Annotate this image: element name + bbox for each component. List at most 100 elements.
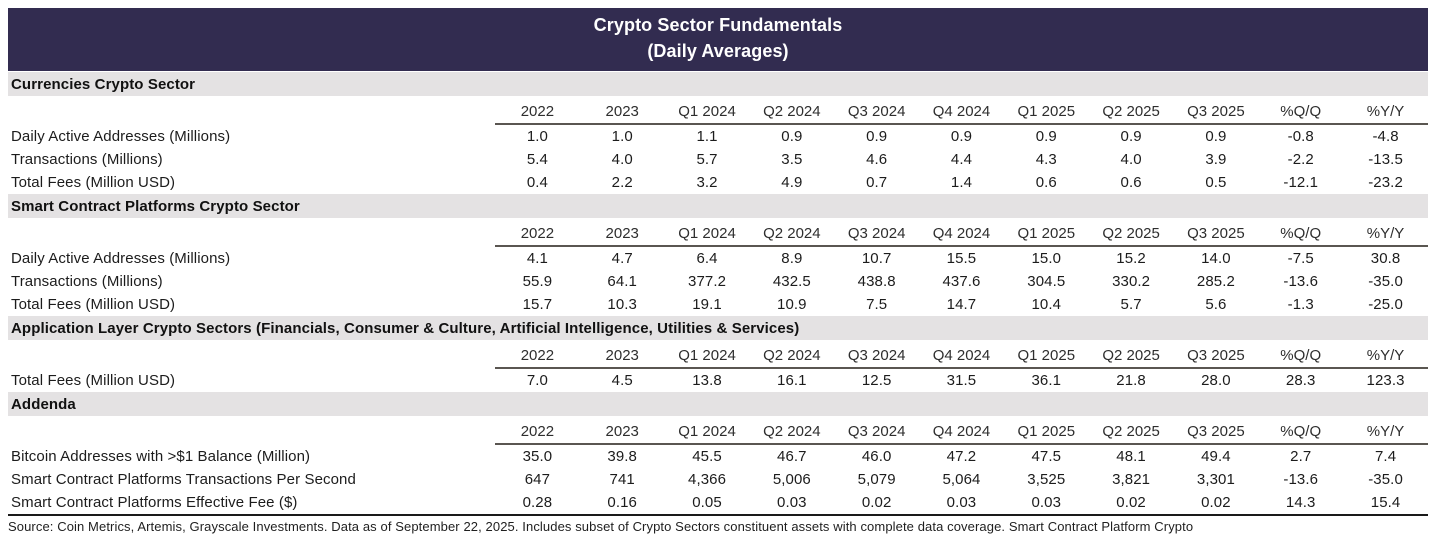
table-row: Total Fees (Million USD) 0.4 2.2 3.2 4.9 0.7 1… <box>8 171 1428 194</box>
table-row: Transactions (Millions) 5.4 4.0 5.7 3.5 4.6 4.… <box>8 148 1428 171</box>
table-row: Smart Contract Platforms Effective Fee (… <box>8 491 1428 514</box>
table-title: Crypto Sector Fundamentals <box>593 15 843 35</box>
cell-value: 5.7 <box>1120 296 1142 314</box>
cell-value: 377.2 <box>688 273 727 291</box>
cell-value: 2.2 <box>611 174 633 192</box>
cell-value: 10.4 <box>1031 296 1062 314</box>
cell-value: 4.7 <box>611 250 633 268</box>
cell-value: -13.6 <box>1283 273 1319 291</box>
column-header: Q3 2025 <box>1173 96 1259 126</box>
table-subtitle: (Daily Averages) <box>647 40 789 61</box>
cell-value: 0.9 <box>1120 128 1142 146</box>
cell-value: 438.8 <box>857 273 896 291</box>
cell-value: 3,821 <box>1112 471 1151 489</box>
cell-value: 0.05 <box>692 494 722 512</box>
column-header: Q2 2024 <box>749 96 835 126</box>
section-header-row: Currencies Crypto Sector <box>8 72 1428 97</box>
table-title-bar: Crypto Sector Fundamentals (Daily Averag… <box>8 8 1428 72</box>
cell-value: 45.5 <box>692 448 722 466</box>
column-header: Q4 2024 <box>919 340 1004 370</box>
section-header: Application Layer Crypto Sectors (Financ… <box>8 316 1428 341</box>
cell-value: 64.1 <box>607 273 638 291</box>
column-header: Q1 2025 <box>1003 340 1089 370</box>
table-row: Total Fees (Million USD) 15.7 10.3 19.1 10.9… <box>8 293 1428 316</box>
column-header: Q1 2024 <box>664 218 750 248</box>
cell-value: 647 <box>524 471 551 489</box>
cell-value: 30.8 <box>1370 250 1401 268</box>
column-header: 2023 <box>579 416 665 446</box>
column-header: %Y/Y <box>1343 340 1428 370</box>
cell-value: 4.0 <box>611 151 633 169</box>
cell-value: 0.7 <box>866 174 888 192</box>
column-header: %Y/Y <box>1343 96 1428 126</box>
source-note: Source: Coin Metrics, Artemis, Grayscale… <box>8 514 1428 534</box>
column-header-spacer <box>8 340 495 368</box>
cell-value: 0.9 <box>781 128 803 146</box>
cell-value: 15.0 <box>1031 250 1062 268</box>
cell-value: -13.5 <box>1368 151 1403 169</box>
cell-value: 15.2 <box>1116 250 1146 268</box>
cell-value: 4.9 <box>781 174 803 192</box>
column-header: Q1 2024 <box>664 96 750 126</box>
column-header: %Q/Q <box>1258 96 1344 126</box>
cell-value: 14.0 <box>1201 250 1231 268</box>
cell-value: 39.8 <box>607 448 638 466</box>
column-header: Q3 2025 <box>1173 340 1259 370</box>
row-label: Total Fees (Million USD) <box>11 371 176 389</box>
cell-value: 36.1 <box>1031 372 1062 390</box>
cell-value: 14.3 <box>1285 494 1316 512</box>
cell-value: 7.4 <box>1374 448 1397 466</box>
cell-value: 19.1 <box>692 296 722 314</box>
cell-value: 2.7 <box>1290 448 1312 466</box>
column-header-row: 2022 2023 Q1 2024 Q2 2024 Q3 2024 Q4 2024 Q1 2… <box>8 340 1428 370</box>
cell-value: 0.5 <box>1205 174 1227 192</box>
cell-value: 0.9 <box>1205 128 1227 146</box>
cell-value: -35.0 <box>1368 273 1403 291</box>
cell-value: 0.9 <box>950 128 973 146</box>
column-header: Q2 2024 <box>749 340 835 370</box>
cell-value: 330.2 <box>1112 273 1151 291</box>
cell-value: 4,366 <box>688 471 727 489</box>
cell-value: -25.0 <box>1368 296 1403 314</box>
cell-value: 0.16 <box>607 494 638 512</box>
cell-value: 10.3 <box>607 296 638 314</box>
column-header: Q2 2025 <box>1088 416 1174 446</box>
column-header: Q1 2024 <box>664 340 750 370</box>
cell-value: 5.7 <box>696 151 718 169</box>
cell-value: 15.4 <box>1370 494 1401 512</box>
cell-value: 7.5 <box>866 296 888 314</box>
cell-value: 14.7 <box>946 296 977 314</box>
column-header: Q2 2024 <box>749 218 835 248</box>
row-label: Transactions (Millions) <box>11 273 163 291</box>
cell-value: 46.7 <box>777 448 807 466</box>
cell-value: 4.5 <box>611 372 633 390</box>
cell-value: 3.9 <box>1205 151 1227 169</box>
column-header: 2022 <box>495 96 580 126</box>
column-header: Q2 2025 <box>1088 218 1174 248</box>
column-header: %Y/Y <box>1343 218 1428 248</box>
cell-value: -4.8 <box>1372 128 1399 146</box>
cell-value: 15.7 <box>522 296 553 314</box>
row-label: Smart Contract Platforms Transactions Pe… <box>11 471 356 489</box>
cell-value: -1.3 <box>1287 296 1314 314</box>
cell-value: 8.9 <box>781 250 803 268</box>
column-header-spacer <box>8 96 495 124</box>
cell-value: 3.5 <box>781 151 803 169</box>
cell-value: 1.0 <box>611 128 633 146</box>
fundamentals-table: Currencies Crypto Sector 2022 2023 Q1 2024 Q… <box>8 72 1428 514</box>
column-header: 2023 <box>579 340 665 370</box>
cell-value: 3,525 <box>1027 471 1066 489</box>
column-header: Q3 2024 <box>834 340 920 370</box>
cell-value: 10.9 <box>777 296 807 314</box>
cell-value: 3,301 <box>1196 471 1235 489</box>
cell-value: 5,064 <box>942 471 981 489</box>
cell-value: 13.8 <box>692 372 722 390</box>
column-header-spacer <box>8 416 495 444</box>
cell-value: 0.03 <box>777 494 807 512</box>
column-header: Q3 2025 <box>1173 218 1259 248</box>
column-header-spacer <box>8 218 495 246</box>
column-header: Q1 2025 <box>1003 96 1089 126</box>
section-header-row: Application Layer Crypto Sectors (Financ… <box>8 316 1428 341</box>
cell-value: 0.02 <box>1201 494 1231 512</box>
column-header: Q3 2024 <box>834 218 920 248</box>
